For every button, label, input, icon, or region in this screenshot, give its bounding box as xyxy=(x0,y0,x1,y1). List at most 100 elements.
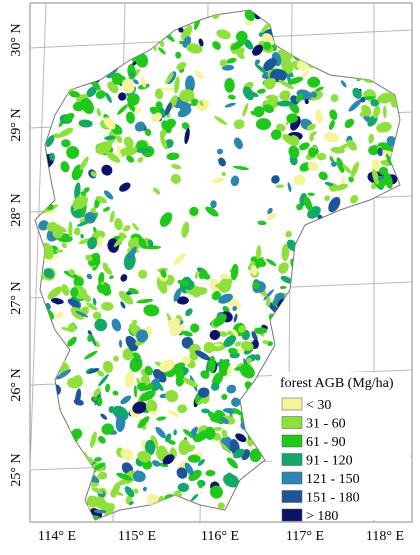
forest-patch xyxy=(286,113,298,124)
forest-patch xyxy=(103,117,116,130)
forest-patch xyxy=(164,102,172,116)
forest-patch xyxy=(280,275,293,284)
forest-patch xyxy=(340,176,346,185)
forest-patch xyxy=(220,416,229,425)
forest-patch xyxy=(124,486,135,498)
forest-patch xyxy=(98,373,109,387)
forest-patch xyxy=(213,426,223,431)
forest-patch xyxy=(138,237,147,249)
forest-patch xyxy=(219,59,228,67)
forest-patch xyxy=(222,64,235,71)
forest-patch xyxy=(38,220,49,231)
forest-patch xyxy=(376,122,392,133)
forest-patch xyxy=(181,25,193,40)
forest-patch xyxy=(58,127,74,137)
forest-patch xyxy=(118,92,127,101)
forest-patch xyxy=(226,57,237,64)
forest-patch xyxy=(112,405,129,421)
forest-patch xyxy=(185,308,193,317)
forest-patch xyxy=(137,157,144,163)
legend-swatch xyxy=(281,471,303,485)
forest-patch xyxy=(195,271,199,279)
forest-patch xyxy=(186,43,203,54)
forest-patch xyxy=(93,496,107,508)
forest-patch xyxy=(165,72,174,85)
forest-patch xyxy=(224,77,235,93)
forest-patch xyxy=(233,448,245,459)
forest-patch xyxy=(74,182,81,200)
forest-patch xyxy=(254,59,260,65)
legend-swatch xyxy=(281,490,303,503)
forest-patch xyxy=(177,404,188,414)
legend-label: 151 - 180 xyxy=(306,491,360,506)
forest-patch xyxy=(98,435,106,444)
forest-patch xyxy=(174,76,180,94)
forest-patch xyxy=(256,88,266,94)
legend-label: > 180 xyxy=(306,509,338,524)
forest-patch xyxy=(126,155,135,163)
forest-patch xyxy=(194,70,204,80)
forest-patch xyxy=(152,460,161,467)
forest-patch xyxy=(144,365,154,376)
forest-patch xyxy=(70,428,83,440)
forest-patch xyxy=(221,429,228,439)
forest-patch xyxy=(60,161,70,173)
forest-patch xyxy=(45,135,55,148)
forest-patch xyxy=(267,341,274,347)
forest-patch xyxy=(235,30,248,43)
forest-patch xyxy=(162,454,175,465)
forest-patch xyxy=(219,273,231,280)
forest-patch xyxy=(253,327,268,335)
forest-patch xyxy=(61,139,71,148)
forest-patch xyxy=(219,441,232,454)
forest-patch xyxy=(287,182,292,193)
forest-patch xyxy=(182,377,199,388)
forest-patch xyxy=(377,176,385,181)
forest-patch xyxy=(270,129,282,140)
forest-patch xyxy=(267,301,279,314)
forest-patch xyxy=(75,310,89,318)
forest-patch xyxy=(346,139,357,151)
forest-patch xyxy=(234,341,242,347)
forest-patch xyxy=(79,156,89,171)
forest-patch xyxy=(52,133,63,139)
forest-patch xyxy=(108,502,116,511)
forest-patch xyxy=(280,57,294,74)
latitude-label: 30° N xyxy=(9,23,24,56)
forest-patch xyxy=(257,220,267,226)
forest-patch xyxy=(210,382,220,391)
forest-patch xyxy=(120,448,134,461)
forest-patch xyxy=(179,89,195,103)
legend-label: 121 - 150 xyxy=(306,472,360,487)
forest-patch xyxy=(263,289,274,301)
forest-patch xyxy=(136,382,154,391)
forest-patch xyxy=(78,238,91,245)
forest-patch xyxy=(95,195,107,204)
forest-patch xyxy=(159,212,173,227)
forest-patch xyxy=(133,79,139,85)
forest-patch xyxy=(185,75,195,93)
forest-patch xyxy=(265,94,278,101)
forest-patch xyxy=(201,408,210,414)
forest-patch xyxy=(101,164,113,176)
forest-patch xyxy=(121,78,135,94)
forest-patch xyxy=(61,327,74,332)
forest-patch xyxy=(91,487,104,494)
forest-patch xyxy=(262,104,274,113)
forest-patch xyxy=(199,100,204,107)
forest-patch xyxy=(185,444,196,452)
forest-patch xyxy=(151,112,162,123)
longitude-label: 114° E xyxy=(38,529,76,544)
forest-patch xyxy=(102,206,111,212)
forest-patch xyxy=(106,151,121,163)
forest-patch xyxy=(173,253,186,266)
forest-patch xyxy=(384,172,393,189)
forest-patch xyxy=(72,375,83,385)
forest-patch xyxy=(233,119,245,130)
forest-patch xyxy=(159,40,165,48)
forest-patch xyxy=(210,414,223,423)
forest-patch xyxy=(105,92,112,103)
forest-patch xyxy=(92,311,102,320)
forest-patch xyxy=(83,187,90,193)
